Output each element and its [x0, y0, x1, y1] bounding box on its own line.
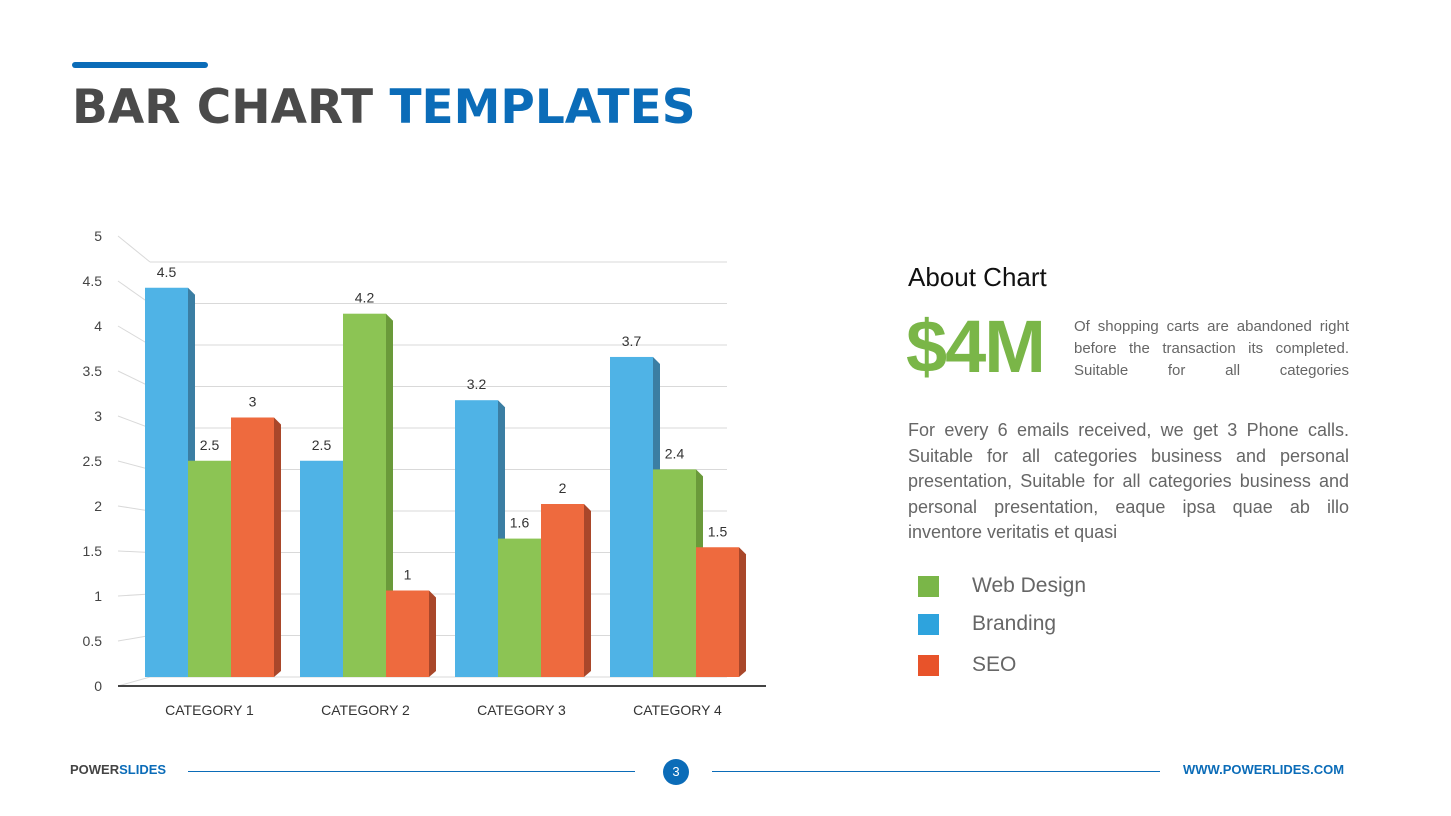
legend-swatch — [918, 613, 939, 635]
data-label: 2.4 — [665, 445, 685, 461]
gridline-side — [117, 325, 151, 346]
title-accent-bar — [72, 62, 208, 68]
bar-branding — [610, 356, 653, 677]
data-label: 3.7 — [622, 333, 642, 349]
data-label: 4.2 — [355, 290, 375, 306]
gridline-side — [117, 235, 151, 263]
page-number: 3 — [663, 759, 689, 785]
y-tick-label: 2.5 — [83, 453, 103, 469]
page-title: BAR CHART TEMPLATES — [72, 80, 696, 135]
title-part1: BAR CHART — [72, 80, 374, 135]
legend-item-web-design: Web Design — [918, 574, 1086, 598]
y-tick-label: 4.5 — [83, 273, 103, 289]
x-tick-label: CATEGORY 2 — [321, 702, 410, 718]
big-stat-description: Of shopping carts are abandoned right be… — [1074, 318, 1349, 379]
data-label: 3.2 — [467, 376, 487, 392]
gridline-side — [117, 676, 151, 687]
footer-divider — [712, 771, 1160, 772]
data-label: 1.6 — [510, 515, 530, 531]
bar-web-design — [653, 469, 696, 677]
bar-side — [739, 547, 746, 677]
bar-seo — [231, 417, 274, 677]
title-part2: TEMPLATES — [389, 80, 696, 135]
bar-branding — [300, 460, 343, 677]
legend-label: Web Design — [972, 574, 1087, 597]
legend-swatch — [918, 654, 939, 676]
bar-web-design — [343, 313, 386, 677]
footer-divider — [188, 771, 635, 772]
bar-seo — [696, 547, 739, 677]
bar-seo — [386, 590, 429, 677]
data-label: 1.5 — [708, 523, 728, 539]
gridline-side — [117, 280, 151, 304]
legend-label: Branding — [972, 612, 1057, 635]
y-tick-label: 0.5 — [83, 633, 103, 649]
gridline-side — [117, 550, 151, 553]
y-tick-label: 0 — [94, 678, 102, 694]
bar-side — [584, 504, 591, 677]
y-tick-label: 2 — [94, 498, 102, 514]
bar-seo — [541, 504, 584, 677]
data-label: 1 — [404, 567, 412, 583]
x-tick-label: CATEGORY 1 — [165, 702, 254, 718]
footer-url[interactable]: WWW.POWERLIDES.COM — [1183, 762, 1345, 777]
bar-side — [429, 590, 436, 677]
data-label: 4.5 — [157, 264, 177, 280]
big-stat: $4M — [906, 305, 1046, 388]
bar-side — [386, 313, 393, 677]
data-label: 2.5 — [200, 437, 220, 453]
brand-part2: SLIDES — [119, 762, 167, 777]
footer-brand: POWERSLIDES — [70, 762, 166, 777]
bar-web-design — [498, 538, 541, 677]
bar-branding — [455, 400, 498, 677]
gridline-side — [117, 460, 151, 470]
y-tick-label: 4 — [94, 318, 102, 334]
gridline-side — [117, 635, 151, 642]
bar-side — [274, 417, 281, 677]
data-label: 2.5 — [312, 437, 332, 453]
data-label: 2 — [559, 480, 567, 496]
legend-label: SEO — [972, 653, 1017, 676]
y-tick-label: 1 — [94, 588, 102, 604]
y-tick-label: 1.5 — [83, 543, 103, 559]
about-paragraph: For every 6 emails received, we get 3 Ph… — [908, 420, 1349, 542]
bar-chart: 0 0.5 1 1.5 2 2.5 3 3.5 4 4.5 5 4.5 2.5 3 CATEGORY 1 2.… — [83, 228, 766, 718]
data-label: 3 — [249, 394, 257, 410]
bar-branding — [145, 287, 188, 677]
legend-item-seo: SEO — [918, 653, 1016, 677]
y-tick-label: 3 — [94, 408, 102, 424]
bar-web-design — [188, 460, 231, 677]
y-tick-label: 5 — [94, 228, 102, 244]
x-tick-label: CATEGORY 4 — [633, 702, 722, 718]
y-tick-label: 3.5 — [83, 363, 103, 379]
gridline-side — [117, 505, 151, 512]
legend-item-branding: Branding — [918, 612, 1056, 636]
gridline-side — [117, 370, 151, 387]
legend-swatch — [918, 575, 939, 597]
x-tick-label: CATEGORY 3 — [477, 702, 566, 718]
gridline-side — [117, 415, 151, 429]
about-title: About Chart — [908, 262, 1047, 292]
gridline-side — [117, 593, 151, 597]
brand-part1: POWER — [70, 762, 120, 777]
